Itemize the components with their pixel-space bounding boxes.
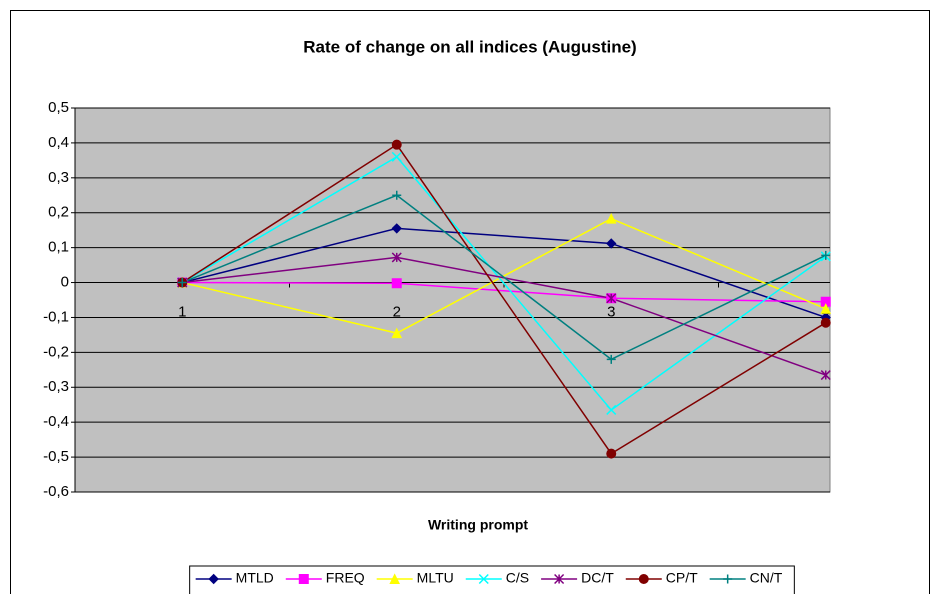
data-point	[391, 139, 402, 150]
data-point	[820, 370, 831, 381]
legend-marker	[389, 573, 400, 584]
chart-title: Rate of change on all indices (Augustine…	[303, 37, 636, 56]
data-point	[177, 278, 187, 288]
series-line	[181, 155, 827, 411]
legend-label: MLTU	[417, 570, 454, 586]
data-point	[391, 327, 403, 339]
x-tick-label: 3	[607, 304, 615, 321]
y-tick-label: 0,1	[48, 239, 69, 256]
legend-marker	[638, 574, 649, 584]
series-line	[182, 281, 826, 303]
y-tick-label: -0,5	[43, 448, 69, 465]
x-axis-title: Writing prompt	[428, 517, 528, 533]
legend-item: MLTU	[376, 570, 454, 586]
legend-label: C/S	[506, 570, 529, 586]
data-point	[606, 354, 616, 364]
series-line	[182, 217, 827, 334]
legend-item: CN/T	[709, 570, 783, 586]
data-point	[391, 223, 402, 234]
data-point	[392, 190, 402, 200]
legend-label: CN/T	[750, 570, 783, 586]
legend-label: DC/T	[581, 570, 614, 586]
legend: MTLD FREQ MLTU C/S DC/T CP/T CN/T	[189, 565, 795, 594]
legend-marker	[478, 573, 489, 585]
y-tick-label: 0	[61, 274, 69, 291]
y-tick-label: 0,5	[48, 99, 69, 116]
legend-marker	[298, 574, 309, 584]
legend-item: C/S	[465, 570, 529, 586]
legend-item: FREQ	[285, 570, 365, 586]
data-point	[605, 213, 617, 224]
legend-box	[189, 565, 795, 594]
x-tick-label: 1	[178, 304, 186, 321]
data-point	[391, 252, 402, 263]
y-tick-label: 0,3	[48, 169, 69, 186]
data-point	[820, 303, 832, 314]
data-point	[606, 293, 617, 304]
data-point	[820, 317, 831, 328]
data-point	[821, 250, 831, 260]
y-tick-label: -0,1	[43, 308, 69, 325]
legend-label: FREQ	[326, 570, 365, 586]
legend-label: CP/T	[666, 570, 698, 586]
legend-marker	[554, 573, 565, 585]
series-line	[181, 194, 827, 361]
legend-item: DC/T	[541, 570, 614, 586]
y-tick-label: -0,6	[43, 483, 69, 500]
legend-label: MTLD	[236, 570, 274, 586]
data-point	[606, 238, 617, 249]
legend-item: MTLD	[195, 570, 274, 586]
legend-item: CP/T	[625, 570, 698, 586]
data-point	[391, 151, 402, 162]
data-point	[606, 448, 617, 459]
y-tick-label: 0,4	[48, 134, 69, 151]
data-point	[391, 278, 402, 289]
y-tick-label: -0,3	[43, 378, 69, 395]
legend-marker	[208, 573, 219, 585]
y-tick-label: -0,4	[43, 413, 69, 430]
y-tick-label: -0,2	[43, 343, 69, 360]
x-tick-label: 2	[393, 304, 401, 321]
series-line	[182, 227, 826, 319]
series-line	[181, 143, 827, 455]
data-point	[606, 404, 617, 415]
legend-marker	[723, 574, 733, 584]
y-tick-label: 0,2	[48, 204, 69, 221]
